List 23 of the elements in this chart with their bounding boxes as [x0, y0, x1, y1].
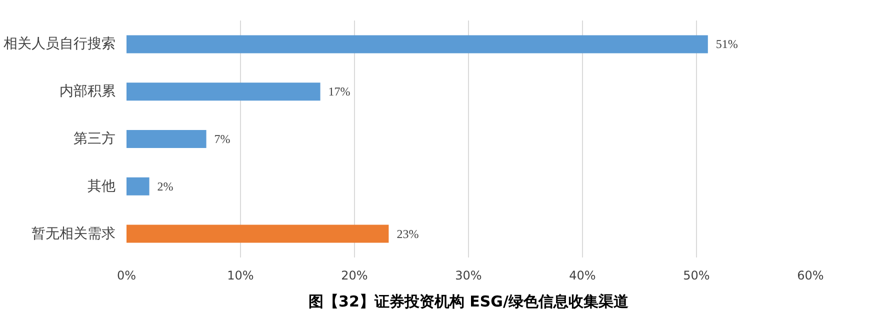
y-tick-label: 相关人员自行搜索 — [4, 36, 116, 52]
x-tick-label: 50% — [683, 268, 710, 282]
bar — [126, 177, 150, 196]
x-tick-label: 40% — [569, 268, 596, 282]
data-label: 7% — [214, 132, 230, 146]
bar — [126, 35, 708, 54]
x-tick-label: 20% — [341, 268, 368, 282]
bar — [126, 130, 206, 148]
x-tick-label: 30% — [455, 268, 482, 282]
data-label: 2% — [157, 179, 174, 194]
bar — [126, 224, 389, 243]
data-label: 17% — [328, 84, 350, 99]
text: 图【32】证券投资机构 ESG/绿色信息收集渠道 — [308, 292, 630, 310]
y-tick-label: 暂无相关需求 — [32, 226, 116, 242]
y-tick-label: 第三方 — [74, 131, 116, 147]
data-label: 23% — [396, 226, 419, 241]
x-tick-label: 10% — [227, 268, 254, 282]
x-tick-label: 0% — [116, 268, 136, 282]
y-tick-label: 内部积累 — [60, 84, 116, 100]
bar — [126, 82, 320, 101]
x-tick-label: 60% — [797, 268, 824, 282]
y-tick-label: 其他 — [88, 178, 116, 194]
data-label: 51% — [716, 37, 738, 52]
